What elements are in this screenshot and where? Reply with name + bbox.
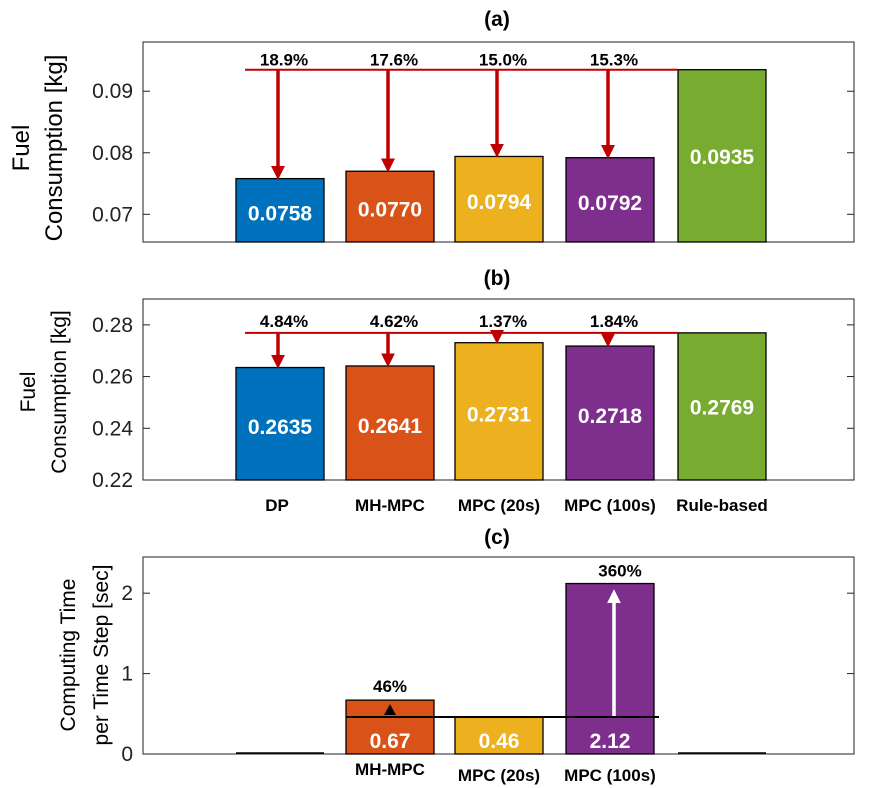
panel-c-title: (c)	[484, 526, 510, 549]
bar-value-label: 0.67	[370, 730, 411, 753]
reduction-percent: 17.6%	[370, 51, 418, 70]
panel-b-yticks: 0.22 0.24 0.26 0.28	[92, 314, 854, 492]
bar-value-label: 0.0770	[358, 199, 422, 222]
category-label: MPC (20s)	[458, 766, 540, 785]
bar-value-label: 0.2635	[248, 416, 313, 439]
bar-mh-mpc	[345, 170, 435, 243]
reduction-percent: 15.3%	[590, 51, 638, 70]
ytick-label: 0.08	[92, 142, 133, 165]
reduction-percent: 4.84%	[260, 312, 308, 331]
bar-value-label: 0.0792	[578, 192, 642, 215]
panel-b-bars: 0.2635 0.2641 0.2731 0.2718 0.2769 4.84% 4.62%…	[235, 312, 767, 481]
panel-b: (b) Fuel Consumption [kg] 0.220.240.260.…	[17, 267, 855, 515]
bar-value-label: 0.46	[479, 730, 520, 753]
ytick-label: 0.28	[92, 314, 133, 337]
bar-value-label: 0.0794	[467, 191, 532, 214]
panel-c-ylabel-line1: Computing Time	[57, 579, 80, 732]
bar-value-label: 0.2731	[467, 403, 532, 426]
ytick-label: 2	[121, 582, 133, 605]
panel-c-category-labels: MH-MPC MPC (20s) MPC (100s)	[355, 760, 656, 785]
increase-percent: 360%	[598, 562, 641, 581]
category-label: Rule-based	[676, 496, 768, 515]
reduction-percent: 1.84%	[590, 312, 638, 331]
panel-c: (c) Computing Time per Time Step [sec] 0…	[57, 526, 855, 785]
ytick-label: 0.22	[92, 469, 133, 492]
bar-mpc-20s-	[454, 716, 544, 755]
bar-rule-based	[677, 332, 767, 481]
bar-value-label: 0.2769	[690, 396, 754, 419]
panel-b-ylabel-line2: Consumption [kg]	[48, 310, 71, 473]
ytick-label: 0.24	[92, 417, 133, 440]
ytick-label: 0.26	[92, 366, 133, 389]
ytick-label: 0.07	[92, 203, 133, 226]
bar-value-label: 0.2641	[358, 415, 423, 438]
increase-percent: 46%	[373, 677, 407, 696]
bar-dp	[235, 177, 325, 243]
panel-b-title: (b)	[484, 267, 511, 290]
category-label: DP	[265, 496, 289, 515]
bar-mpc-100s-	[565, 157, 655, 243]
panel-a: (a) Fuel Consumption [kg] 0.07 0.08 0.09 0…	[8, 8, 855, 243]
panel-c-ylabel-line2: per Time Step [sec]	[90, 565, 113, 746]
bar-mpc-100s-	[565, 345, 655, 481]
category-label: MPC (100s)	[564, 496, 656, 515]
category-label: MH-MPC	[355, 760, 425, 779]
category-label: MPC (20s)	[458, 496, 540, 515]
bar-value-label: 0.2718	[578, 405, 643, 428]
increase-arrow-mh-mpc	[384, 704, 396, 716]
panel-b-category-labels: DP MH-MPC MPC (20s) MPC (100s) Rule-based	[265, 496, 768, 515]
category-label: MPC (100s)	[564, 766, 656, 785]
panel-a-title: (a)	[484, 8, 510, 31]
bar-dp	[235, 366, 325, 481]
bar-value-label: 0.0758	[248, 202, 313, 225]
bar-rule-based	[677, 69, 767, 243]
reduction-percent: 15.0%	[479, 51, 527, 70]
panel-a-bars: 0.0758 0.0770 0.0794 0.0792 0.0935 18.9% 17.6%…	[235, 51, 767, 243]
ytick-label: 1	[121, 663, 133, 686]
panel-a-ylabel-line1: Fuel	[8, 125, 35, 172]
reduction-percent: 1.37%	[479, 312, 527, 331]
reduction-percent: 4.62%	[370, 312, 418, 331]
panel-a-yticks: 0.07 0.08 0.09	[92, 80, 854, 226]
panel-a-ylabel-line2: Consumption [kg]	[41, 55, 68, 242]
bar-mpc-20s-	[454, 342, 544, 481]
reduction-percent: 18.9%	[260, 51, 308, 70]
bar-value-label: 2.12	[590, 730, 631, 753]
panel-c-bars: 0.67 0.46 2.12 46% 360%	[236, 562, 766, 755]
panel-c-yticks: 0 1 2	[121, 582, 854, 766]
bar-mpc-20s-	[454, 155, 544, 243]
ytick-label: 0.09	[92, 80, 133, 103]
bar-mpc-100s-	[565, 582, 655, 755]
bar-mh-mpc	[345, 365, 435, 481]
bar-value-label: 0.0935	[690, 146, 755, 169]
category-label: MH-MPC	[355, 496, 425, 515]
ytick-label: 0	[121, 743, 133, 766]
panel-b-ylabel-line1: Fuel	[17, 372, 40, 413]
